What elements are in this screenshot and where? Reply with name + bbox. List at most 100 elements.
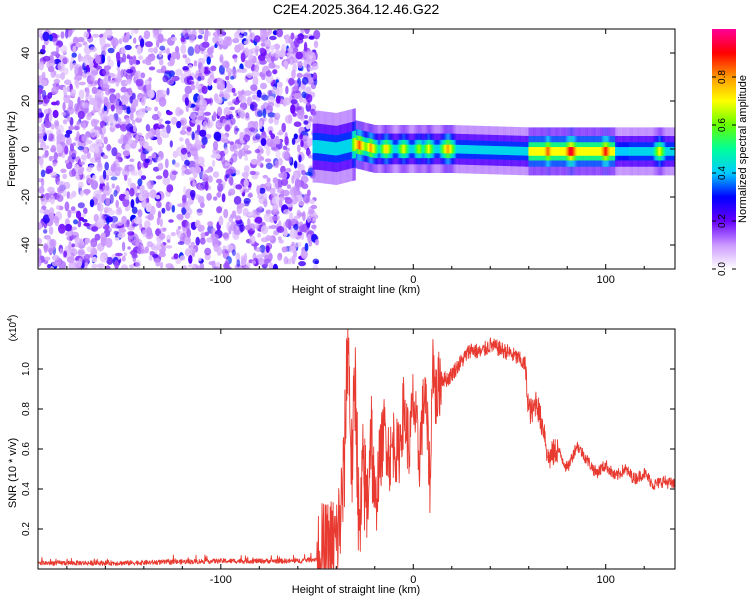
spectrogram-noise-cell xyxy=(81,102,90,109)
spectrogram-noise-cell xyxy=(62,101,66,112)
spectrogram-signal-cell xyxy=(373,144,376,154)
spectrogram-signal-cell xyxy=(418,144,421,154)
spectrogram-noise-cell xyxy=(40,79,48,87)
spectrogram-noise-cell xyxy=(234,169,241,176)
spectrogram-signal-cell xyxy=(572,147,575,156)
spectrogram-signal-cell xyxy=(610,147,613,156)
spectrogram-noise-cell xyxy=(82,40,87,46)
colorbar-tick-label: 0.4 xyxy=(717,166,728,180)
spectrogram-signal-cell xyxy=(341,141,344,155)
spectrogram-signal-cell xyxy=(648,147,651,156)
spectrogram-noise-cell xyxy=(131,253,138,259)
spectrogram-noise-cell xyxy=(102,169,107,180)
spectrogram-signal-cell xyxy=(332,142,334,156)
snr-y-multiplier: (x104) xyxy=(7,315,19,342)
spectrogram-signal-cell xyxy=(477,145,480,155)
spectrogram-signal-cell xyxy=(334,142,337,156)
spectrogram-signal-cell xyxy=(447,144,450,154)
spectrogram-noise-cell xyxy=(291,218,297,225)
spectrogram-signal-cell xyxy=(616,147,618,156)
spectrogram-signal-cell xyxy=(546,147,549,156)
spectrogram-noise-cell xyxy=(298,261,306,267)
snr-y-axis-label: SNR (10 * v/v) xyxy=(7,438,19,508)
spectrogram-noise-cell xyxy=(55,73,62,79)
spectrogram-noise-cell xyxy=(102,68,110,76)
spectrogram-noise-cell xyxy=(55,45,60,54)
spectrogram-noise-cell xyxy=(53,78,61,84)
spectrogram-noise-cell xyxy=(79,56,87,62)
spectrogram-noise-cell xyxy=(170,51,179,60)
spectrogram-signal-cell xyxy=(519,146,521,156)
spectrogram-noise-cell xyxy=(260,138,267,147)
spectrogram-noise-cell xyxy=(255,222,259,230)
spectrogram-noise-cell xyxy=(240,52,246,63)
spectrogram-signal-cell xyxy=(317,140,319,154)
spectrogram-noise-cell xyxy=(232,234,240,240)
spectrogram-noise-cell xyxy=(68,169,76,178)
spectrogram-signal-cell xyxy=(545,147,548,156)
spectrogram-noise-cell xyxy=(122,150,130,157)
spectrogram-signal-cell xyxy=(329,141,332,155)
spectrogram-signal-cell xyxy=(493,146,496,155)
spectrogram-noise-cell xyxy=(223,89,229,99)
spectrogram-noise-cell xyxy=(213,111,217,121)
spectrogram-noise-cell xyxy=(48,58,56,67)
spectrogram-signal-cell xyxy=(466,145,468,154)
spectrogram-noise-cell xyxy=(267,102,275,107)
spectrogram-noise-cell xyxy=(69,143,75,152)
spectrogram-noise-cell xyxy=(110,163,117,173)
spectrogram-noise-cell xyxy=(55,256,62,266)
spectrogram-signal-cell xyxy=(494,146,497,155)
spectrogram-signal-cell xyxy=(557,147,560,156)
spectrogram-signal-cell xyxy=(541,147,543,156)
colorbar-ticks: 0.0 0.2 0.4 0.6 0.8 xyxy=(712,70,736,276)
spectrogram-noise-cell xyxy=(158,97,167,107)
spectrogram-noise-cell xyxy=(181,170,185,176)
spectrogram-signal-cell xyxy=(371,144,374,153)
spectrogram-signal-cell xyxy=(647,147,650,156)
spectrogram-noise-cell xyxy=(269,35,277,41)
spectrogram-noise-cell xyxy=(314,260,319,265)
spectrogram-noise-cell xyxy=(304,29,310,35)
spectrogram-signal-cell xyxy=(483,145,486,155)
spectrogram-noise-cell xyxy=(91,264,98,269)
spectrogram-signal-cell xyxy=(328,141,331,155)
spectrogram-signal-cell xyxy=(673,147,675,156)
spectrogram-noise-cell xyxy=(64,201,70,212)
spectrogram-noise-cell xyxy=(244,47,249,57)
spectrogram-noise-cell xyxy=(149,92,153,98)
spectrogram-noise-cell xyxy=(255,48,259,56)
spectrogram-noise-cell xyxy=(121,255,126,262)
spectrogram-noise-cell xyxy=(114,259,119,269)
spectrogram-noise-cell xyxy=(99,212,103,220)
spectrogram-noise-cell xyxy=(187,64,193,69)
spectrogram-noise-cell xyxy=(298,201,305,206)
spectrogram-noise-cell xyxy=(50,123,55,130)
spectrogram-noise-cell xyxy=(106,143,112,152)
spectrogram-noise-cell xyxy=(307,49,313,55)
spectrogram-noise-cell xyxy=(283,256,289,265)
spectrogram-noise-cell xyxy=(77,220,82,228)
spectrogram-signal-cell xyxy=(579,147,581,156)
spectrogram-noise-cell xyxy=(128,56,134,66)
spectrogram-noise-cell xyxy=(157,90,164,97)
spectrogram-noise-cell xyxy=(86,246,94,253)
spectrogram-noise-cell xyxy=(278,239,284,244)
spectrogram-noise-cell xyxy=(64,223,73,232)
spectrogram-noise-cell xyxy=(52,162,57,167)
spectrogram-signal-cell xyxy=(454,144,457,154)
spectrogram-noise-cell xyxy=(65,140,69,145)
spectrogram-signal-cell xyxy=(431,144,434,154)
spectrogram-noise-cell xyxy=(269,262,273,269)
spectrogram-noise-cell xyxy=(45,165,54,174)
spectrogram-noise-cell xyxy=(65,231,73,237)
spectrogram-noise-cell xyxy=(148,77,152,82)
spectrogram-noise-cell xyxy=(71,226,78,231)
spectrogram-noise-cell xyxy=(182,54,187,59)
spectrogram-noise-cell xyxy=(269,187,276,195)
spectrogram-noise-cell xyxy=(283,228,288,238)
spectrogram-noise-cell xyxy=(265,245,270,253)
spectrogram-noise-cell xyxy=(301,77,309,85)
spectrogram-signal-cell xyxy=(529,147,532,156)
y-tick-label: -40 xyxy=(20,237,32,253)
